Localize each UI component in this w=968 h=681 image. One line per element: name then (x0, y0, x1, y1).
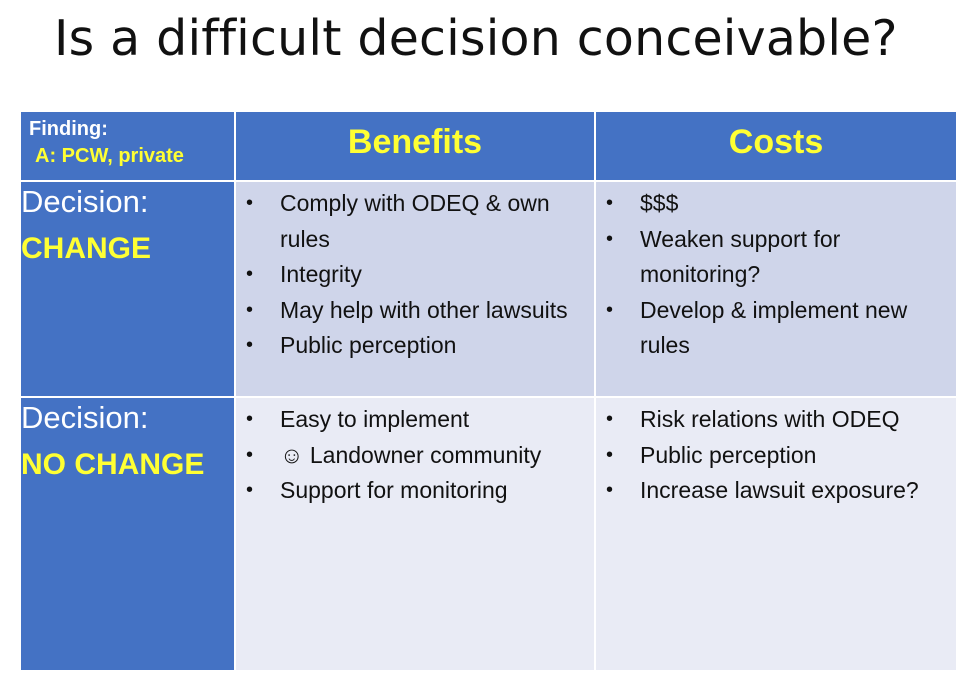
benefits-list-change: • Comply with ODEQ & own rules • Integrity… (236, 182, 594, 364)
bullet-icon: • (606, 443, 614, 466)
costs-cell-no-change: • Risk relations with ODEQ • Public percep… (594, 396, 958, 672)
list-item: • Public perception (244, 328, 588, 364)
benefits-cell-no-change: • Easy to implement • ☺ Landowner communit… (234, 396, 596, 672)
bullet-icon: • (246, 479, 254, 501)
costs-cell-change: • $$$ • Weaken support for monitoring? • De… (594, 180, 958, 398)
bullet-icon: • (606, 408, 614, 430)
list-item: • Weaken support for monitoring? (604, 222, 950, 293)
bullet-icon: • (246, 334, 254, 356)
finding-label: Finding: (29, 118, 108, 140)
costs-list-no-change: • Risk relations with ODEQ • Public percep… (596, 398, 956, 509)
bullet-icon: • (606, 227, 614, 250)
slide-title: Is a difficult decision conceivable? (54, 10, 898, 67)
decision-value-no-change: NO CHANGE (21, 448, 205, 481)
bullet-icon: • (606, 298, 614, 321)
bullet-icon: • (246, 263, 254, 285)
bullet-icon: • (246, 192, 254, 214)
benefits-list-no-change: • Easy to implement • ☺ Landowner communit… (236, 398, 594, 509)
finding-header-cell: Finding: A: PCW, private (19, 110, 236, 182)
list-item: • Increase lawsuit exposure? (604, 473, 950, 509)
costs-list-change: • $$$ • Weaken support for monitoring? • De… (596, 182, 956, 364)
decision-table: Finding: A: PCW, private Benefits Costs … (19, 110, 958, 672)
list-item: • Risk relations with ODEQ (604, 402, 950, 438)
list-item: • $$$ (604, 186, 950, 222)
header-row: Finding: A: PCW, private Benefits Costs (19, 110, 958, 182)
decision-label: Decision: (21, 184, 149, 219)
list-item: • May help with other lawsuits (244, 293, 588, 329)
list-item: • Easy to implement (244, 402, 588, 438)
bullet-icon: • (246, 408, 254, 430)
list-item: • Integrity (244, 257, 588, 293)
costs-header: Costs (728, 123, 824, 161)
costs-header-cell: Costs (594, 110, 958, 182)
decision-cell-no-change: Decision: NO CHANGE (19, 396, 236, 672)
decision-cell-change: Decision: CHANGE (19, 180, 236, 398)
list-item: • Develop & implement new rules (604, 293, 950, 364)
bullet-icon: • (606, 192, 614, 214)
list-item: • ☺ Landowner community (244, 438, 588, 474)
decision-row-no-change: Decision: NO CHANGE • Easy to implement •… (19, 396, 958, 672)
decision-label: Decision: (21, 400, 149, 435)
list-item: • Public perception (604, 438, 950, 474)
bullet-icon: • (606, 479, 614, 501)
bullet-icon: • (246, 298, 254, 321)
benefits-cell-change: • Comply with ODEQ & own rules • Integrity… (234, 180, 596, 398)
bullet-icon: • (246, 443, 254, 466)
benefits-header-cell: Benefits (234, 110, 596, 182)
list-item: • Comply with ODEQ & own rules (244, 186, 588, 257)
decision-row-change: Decision: CHANGE • Comply with ODEQ & own… (19, 180, 958, 398)
finding-value: A: PCW, private (35, 145, 184, 167)
list-item: • Support for monitoring (244, 473, 588, 509)
decision-value-change: CHANGE (21, 232, 152, 265)
benefits-header: Benefits (347, 123, 483, 161)
